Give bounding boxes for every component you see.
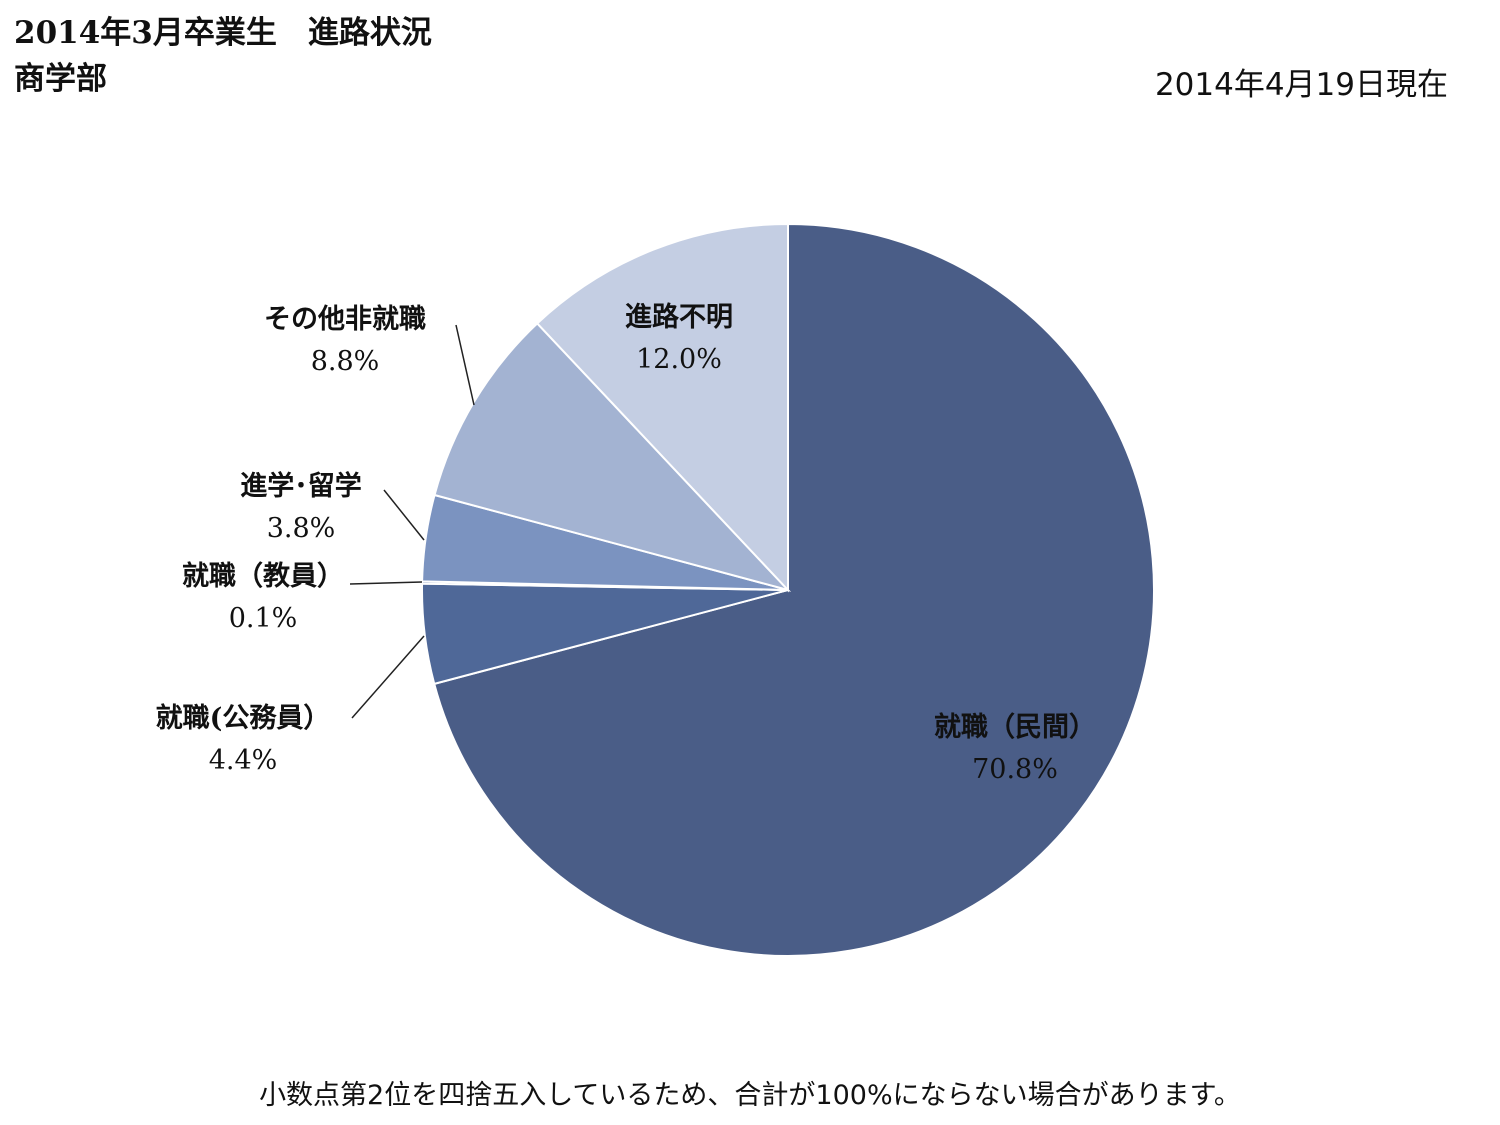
chart-title: 2014年3月卒業生 進路状況 <box>14 15 432 51</box>
slice-name-label: 就職(公務員） <box>156 703 331 734</box>
pie-slices <box>421 222 1155 957</box>
slice-name-label: その他非就職 <box>264 304 426 335</box>
leader-lines <box>349 324 475 719</box>
leader-line <box>383 489 425 541</box>
slice-value-label: 8.8% <box>311 346 380 377</box>
pie-slice <box>433 222 1155 957</box>
slice-value-label: 12.0% <box>636 344 722 375</box>
slice-name-label: 進学･留学 <box>240 470 362 502</box>
footnote: 小数点第2位を四捨五入しているため、合計が100%にならない場合があります。 <box>259 1080 1241 1111</box>
date-label: 2014年4月19日現在 <box>1154 67 1448 103</box>
slice-value-label: 4.4% <box>209 745 278 776</box>
leader-line <box>455 324 475 406</box>
chart-subtitle: 商学部 <box>14 61 107 97</box>
slice-value-label: 0.1% <box>229 603 298 634</box>
slice-value-label: 70.8% <box>972 754 1058 785</box>
leader-line <box>349 581 423 585</box>
slice-labels: 就職（民間） 70.8% 就職(公務員） 4.4% 就職（教員） 0.1% 進学･留学 3.8… <box>156 301 1096 785</box>
slice-name-label: 進路不明 <box>625 301 733 333</box>
pie-slice <box>535 222 789 593</box>
slice-name-label: 就職（教員） <box>182 561 344 592</box>
leader-line <box>351 635 425 719</box>
slice-value-label: 3.8% <box>267 513 336 544</box>
slice-name-label: 就職（民間） <box>934 712 1096 743</box>
